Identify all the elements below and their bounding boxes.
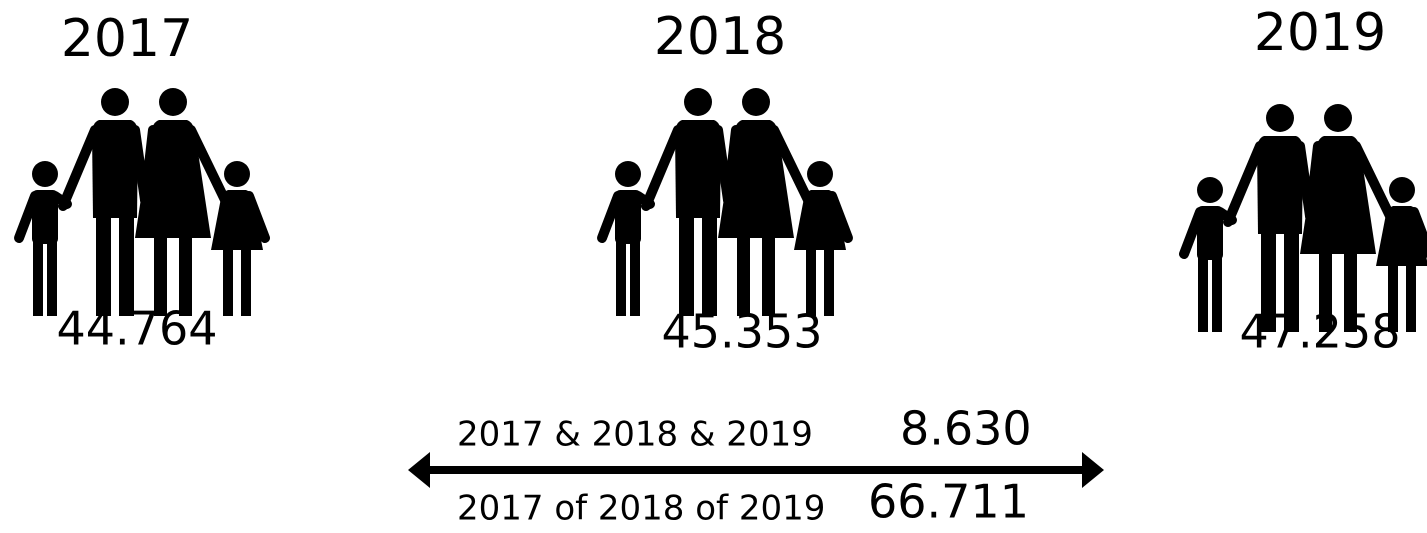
family-icon	[602, 88, 848, 316]
year-label: 2018	[654, 7, 786, 67]
family-icon	[1184, 104, 1427, 332]
count-label: 47.258	[1240, 305, 1401, 359]
count-label: 44.764	[57, 302, 218, 356]
overlap-value: 66.711	[868, 475, 1029, 529]
count-label: 45.353	[662, 305, 823, 359]
overlap-label: 2017 of 2018 of 2019	[457, 489, 825, 529]
year-label: 2019	[1254, 3, 1386, 63]
overlap-value: 8.630	[900, 402, 1032, 456]
double-arrow	[408, 452, 1104, 488]
year-label: 2017	[61, 9, 193, 69]
overlap-label: 2017 & 2018 & 2019	[457, 415, 813, 455]
family-icon	[19, 88, 265, 316]
